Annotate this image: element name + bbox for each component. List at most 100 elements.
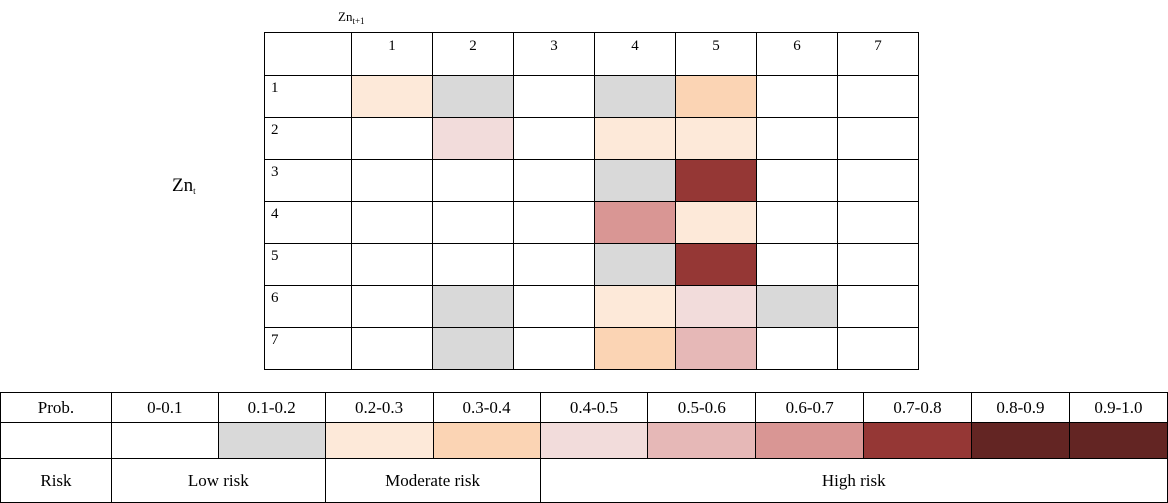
legend-swatch	[755, 422, 865, 459]
legend-prob-row: Prob. 0-0.1 0.1-0.2 0.2-0.3 0.3-0.4 0.4-0.5 0.…	[0, 392, 1168, 423]
matrix-row: 3	[264, 159, 919, 202]
heatmap-cell	[594, 243, 676, 286]
matrix-row: 5	[264, 243, 919, 286]
probability-legend: Prob. 0-0.1 0.1-0.2 0.2-0.3 0.3-0.4 0.4-0.5 0.…	[0, 392, 1168, 503]
heatmap-cell	[432, 243, 514, 286]
heatmap-cell	[756, 243, 838, 286]
heatmap-cell	[351, 285, 433, 328]
row-tick-label: 7	[264, 327, 352, 370]
heatmap-cell	[675, 75, 757, 118]
legend-swatch	[217, 422, 326, 459]
heatmap-cell	[432, 117, 514, 160]
heatmap-cell	[513, 75, 595, 118]
heatmap-cell	[837, 285, 919, 328]
legend-risk-row: Risk Low risk Moderate risk High risk	[0, 458, 1168, 503]
legend-swatch	[1068, 422, 1168, 459]
legend-risk-group: High risk	[539, 458, 1168, 503]
legend-risk-group: Low risk	[110, 458, 326, 503]
legend-swatch	[110, 422, 219, 459]
matrix-row: 6	[264, 285, 919, 328]
heatmap-cell	[675, 117, 757, 160]
heatmap-cell	[351, 327, 433, 370]
col-tick-label: 7	[837, 32, 919, 76]
legend-bin-label: 0.8-0.9	[970, 392, 1070, 423]
heatmap-cell	[351, 117, 433, 160]
legend-bin-label: 0.1-0.2	[217, 392, 326, 423]
heatmap-cell	[432, 285, 514, 328]
matrix-corner	[264, 32, 352, 76]
heatmap-cell	[837, 243, 919, 286]
row-tick-label: 4	[264, 201, 352, 244]
legend-bin-label: 0.7-0.8	[863, 392, 972, 423]
legend-bin-label: 0.9-1.0	[1068, 392, 1168, 423]
row-tick-label: 6	[264, 285, 352, 328]
x-axis-title: Znt+1	[338, 9, 365, 26]
heatmap-cell	[594, 285, 676, 328]
matrix-row: 2	[264, 117, 919, 160]
matrix-row: 1	[264, 75, 919, 118]
legend-swatch-empty	[0, 422, 112, 459]
heatmap-cell	[594, 75, 676, 118]
heatmap-cell	[513, 327, 595, 370]
heatmap-cell	[351, 75, 433, 118]
heatmap-cell	[837, 201, 919, 244]
heatmap-cell	[432, 75, 514, 118]
heatmap-cell	[513, 201, 595, 244]
row-tick-label: 1	[264, 75, 352, 118]
legend-swatch	[970, 422, 1070, 459]
heatmap-cell	[351, 201, 433, 244]
row-tick-label: 3	[264, 159, 352, 202]
col-tick-label: 2	[432, 32, 514, 76]
legend-risk-group: Moderate risk	[324, 458, 541, 503]
legend-swatch	[324, 422, 434, 459]
row-tick-label: 2	[264, 117, 352, 160]
heatmap-cell	[594, 117, 676, 160]
legend-prob-label: Prob.	[0, 392, 112, 423]
heatmap-cell	[756, 75, 838, 118]
legend-swatch	[863, 422, 972, 459]
heatmap-cell	[513, 117, 595, 160]
heatmap-cell	[837, 327, 919, 370]
heatmap-cell	[513, 243, 595, 286]
matrix-row: 7	[264, 327, 919, 370]
heatmap-cell	[351, 243, 433, 286]
y-axis-title: Znt	[172, 175, 196, 196]
matrix-row: 4	[264, 201, 919, 244]
heatmap-cell	[513, 159, 595, 202]
legend-swatch	[432, 422, 541, 459]
heatmap-cell	[675, 159, 757, 202]
heatmap-cell	[756, 201, 838, 244]
legend-risk-label: Risk	[0, 458, 112, 503]
col-tick-label: 5	[675, 32, 757, 76]
heatmap-cell	[756, 285, 838, 328]
legend-bin-label: 0.2-0.3	[324, 392, 434, 423]
legend-bin-label: 0-0.1	[110, 392, 219, 423]
heatmap-cell	[756, 327, 838, 370]
heatmap-cell	[513, 285, 595, 328]
heatmap-cell	[432, 159, 514, 202]
col-tick-label: 1	[351, 32, 433, 76]
col-tick-label: 4	[594, 32, 676, 76]
heatmap-cell	[675, 327, 757, 370]
row-tick-label: 5	[264, 243, 352, 286]
col-tick-label: 3	[513, 32, 595, 76]
legend-bin-label: 0.5-0.6	[647, 392, 757, 423]
heatmap-cell	[594, 159, 676, 202]
heatmap-cell	[432, 327, 514, 370]
legend-bin-label: 0.6-0.7	[755, 392, 865, 423]
heatmap-cell	[675, 201, 757, 244]
heatmap-cell	[837, 75, 919, 118]
heatmap-cell	[756, 117, 838, 160]
legend-bin-label: 0.4-0.5	[539, 392, 649, 423]
col-tick-label: 6	[756, 32, 838, 76]
heatmap-cell	[351, 159, 433, 202]
heatmap-cell	[837, 117, 919, 160]
legend-swatch	[539, 422, 649, 459]
heatmap-cell	[594, 201, 676, 244]
heatmap-cell	[432, 201, 514, 244]
legend-swatch-row	[0, 422, 1168, 459]
legend-bin-label: 0.3-0.4	[432, 392, 541, 423]
heatmap-cell	[675, 285, 757, 328]
heatmap-cell	[675, 243, 757, 286]
